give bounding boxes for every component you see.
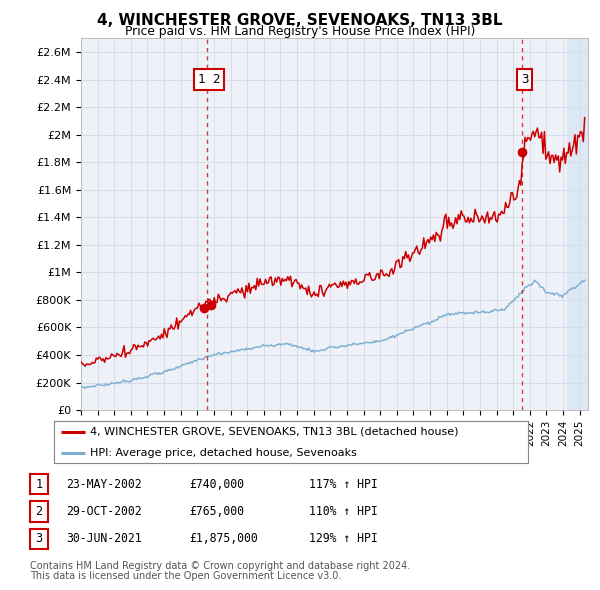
Text: Price paid vs. HM Land Registry's House Price Index (HPI): Price paid vs. HM Land Registry's House … bbox=[125, 25, 475, 38]
Text: 4, WINCHESTER GROVE, SEVENOAKS, TN13 3BL: 4, WINCHESTER GROVE, SEVENOAKS, TN13 3BL bbox=[97, 13, 503, 28]
Text: 3: 3 bbox=[35, 532, 43, 545]
Text: 3: 3 bbox=[521, 73, 529, 86]
Text: 1: 1 bbox=[35, 478, 43, 491]
Text: 30-JUN-2021: 30-JUN-2021 bbox=[66, 532, 142, 545]
Text: HPI: Average price, detached house, Sevenoaks: HPI: Average price, detached house, Seve… bbox=[89, 448, 356, 457]
Text: 110% ↑ HPI: 110% ↑ HPI bbox=[309, 505, 378, 518]
Text: £765,000: £765,000 bbox=[189, 505, 244, 518]
Text: £1,875,000: £1,875,000 bbox=[189, 532, 258, 545]
Text: 1 2: 1 2 bbox=[198, 73, 220, 86]
Text: £740,000: £740,000 bbox=[189, 478, 244, 491]
Text: 2: 2 bbox=[35, 505, 43, 518]
Text: 117% ↑ HPI: 117% ↑ HPI bbox=[309, 478, 378, 491]
Text: This data is licensed under the Open Government Licence v3.0.: This data is licensed under the Open Gov… bbox=[30, 571, 341, 581]
Bar bbox=[567, 38, 588, 410]
Text: Contains HM Land Registry data © Crown copyright and database right 2024.: Contains HM Land Registry data © Crown c… bbox=[30, 560, 410, 571]
Text: 29-OCT-2002: 29-OCT-2002 bbox=[66, 505, 142, 518]
Text: 129% ↑ HPI: 129% ↑ HPI bbox=[309, 532, 378, 545]
Text: 23-MAY-2002: 23-MAY-2002 bbox=[66, 478, 142, 491]
Text: 4, WINCHESTER GROVE, SEVENOAKS, TN13 3BL (detached house): 4, WINCHESTER GROVE, SEVENOAKS, TN13 3BL… bbox=[89, 427, 458, 437]
